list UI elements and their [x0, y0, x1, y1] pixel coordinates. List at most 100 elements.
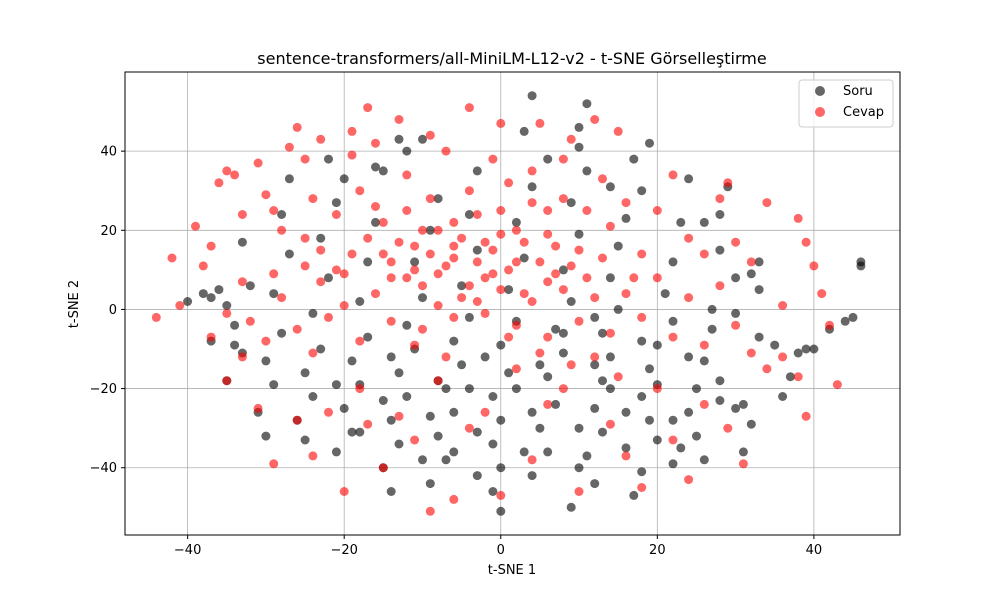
scatter-point-soru [715, 245, 725, 255]
scatter-point-soru [582, 99, 592, 109]
legend-label-cevap: Cevap [843, 105, 884, 120]
scatter-point-soru [488, 439, 498, 449]
scatter-point-soru [605, 352, 615, 362]
scatter-point-soru [316, 344, 326, 354]
scatter-point-cevap [386, 257, 396, 267]
scatter-point-soru [699, 356, 709, 366]
scatter-point-cevap [355, 336, 365, 346]
scatter-point-cevap [175, 301, 185, 310]
scatter-point-soru [504, 285, 514, 295]
scatter-point-soru [410, 257, 420, 267]
scatter-point-cevap [316, 245, 326, 255]
scatter-point-cevap [464, 186, 474, 196]
scatter-point-soru [543, 447, 553, 457]
scatter-point-soru [496, 415, 506, 425]
scatter-point-cevap [316, 277, 326, 287]
scatter-point-soru [496, 506, 506, 516]
scatter-point-cevap [237, 277, 247, 287]
scatter-point-soru [684, 174, 694, 184]
scatter-point-soru [613, 304, 623, 314]
scatter-point-cevap [402, 206, 412, 215]
scatter-point-soru [519, 447, 529, 457]
scatter-point-cevap [151, 312, 161, 322]
scatter-point-cevap [511, 225, 521, 235]
scatter-point-cevap [261, 190, 271, 200]
scatter-point-soru [269, 289, 279, 299]
y-axis-title: t-SNE 2 [67, 280, 82, 328]
scatter-point-soru [558, 328, 568, 338]
x-tick-label: −40 [174, 543, 201, 558]
scatter-point-soru [284, 249, 294, 259]
scatter-point-cevap [253, 403, 263, 413]
scatter-point-soru [519, 126, 529, 136]
scatter-point-cevap [371, 289, 380, 299]
scatter-point-soru [418, 455, 427, 465]
scatter-point-soru [676, 443, 686, 453]
scatter-point-cevap [253, 158, 263, 168]
scatter-point-soru [355, 297, 365, 306]
scatter-point-cevap [613, 372, 623, 382]
scatter-point-cevap [245, 316, 255, 326]
scatter-point-soru [590, 312, 600, 322]
scatter-point-soru [457, 281, 467, 291]
scatter-point-soru [558, 348, 568, 358]
scatter-point-cevap [449, 217, 459, 227]
legend-marker-cevap [815, 107, 825, 117]
scatter-point-soru [793, 348, 803, 358]
scatter-point-cevap [699, 399, 709, 409]
scatter-point-soru [527, 182, 537, 192]
scatter-point-soru [441, 384, 451, 394]
scatter-point-cevap [613, 126, 623, 136]
scatter-point-soru [496, 463, 506, 473]
scatter-point-cevap [355, 384, 365, 394]
scatter-point-soru [425, 225, 435, 235]
scatter-point-soru [284, 174, 294, 184]
scatter-point-cevap [598, 253, 607, 263]
scatter-point-cevap [324, 312, 333, 322]
scatter-point-cevap [418, 324, 427, 334]
scatter-point-cevap [378, 463, 388, 473]
scatter-point-soru [668, 415, 678, 425]
scatter-point-soru [856, 261, 866, 271]
scatter-point-soru [457, 360, 467, 370]
legend: Soru Cevap [798, 79, 894, 128]
scatter-point-soru [801, 344, 811, 354]
scatter-point-cevap [378, 217, 388, 227]
scatter-point-cevap [793, 213, 803, 223]
scatter-point-soru [316, 233, 326, 243]
scatter-point-soru [715, 376, 725, 386]
scatter-point-soru [386, 415, 396, 425]
scatter-point-soru [574, 122, 584, 132]
scatter-point-cevap [574, 245, 584, 255]
scatter-point-soru [684, 352, 694, 362]
scatter-point-cevap [355, 186, 365, 196]
scatter-point-soru [480, 352, 490, 362]
scatter-point-cevap [269, 206, 279, 215]
scatter-point-cevap [331, 210, 341, 219]
scatter-point-soru [441, 455, 451, 465]
scatter-point-soru [551, 324, 561, 334]
scatter-point-cevap [206, 241, 216, 251]
scatter-point-cevap [590, 293, 600, 303]
scatter-point-cevap [222, 308, 232, 318]
scatter-point-soru [496, 340, 506, 350]
scatter-point-soru [269, 380, 279, 390]
scatter-point-cevap [605, 328, 615, 338]
scatter-point-soru [261, 431, 271, 441]
scatter-point-soru [715, 210, 725, 219]
scatter-point-cevap [410, 435, 420, 445]
scatter-point-cevap [801, 237, 811, 247]
scatter-point-soru [371, 217, 380, 227]
scatter-point-soru [668, 316, 678, 326]
scatter-point-soru [214, 285, 224, 295]
scatter-point-cevap [347, 249, 357, 259]
scatter-point-cevap [762, 364, 772, 374]
scatter-point-cevap [558, 154, 568, 164]
scatter-point-cevap [504, 178, 514, 188]
scatter-point-soru [566, 502, 576, 512]
scatter-point-soru [840, 316, 850, 326]
scatter-point-cevap [347, 150, 357, 160]
scatter-point-cevap [324, 407, 333, 417]
x-tick-label: 20 [649, 543, 666, 558]
scatter-point-cevap [394, 411, 404, 421]
